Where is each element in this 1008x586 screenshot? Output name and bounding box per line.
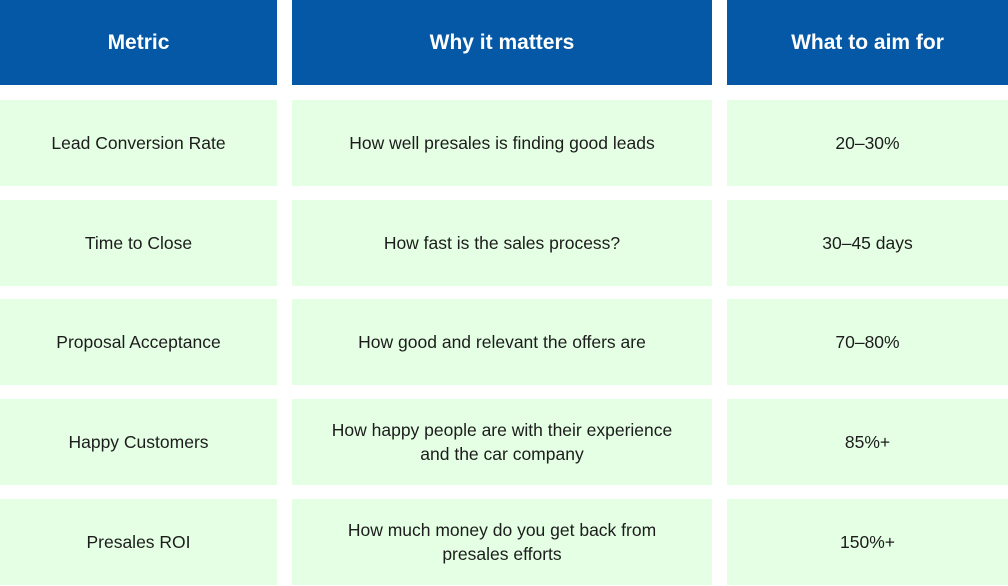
table-row-why: How well presales is finding good leads	[292, 100, 712, 186]
table-row-why: How fast is the sales process?	[292, 200, 712, 286]
table-row-target: 70–80%	[727, 299, 1008, 385]
table-row-why: How happy people are with their experien…	[292, 399, 712, 485]
header-why-it-matters: Why it matters	[292, 0, 712, 85]
table-row-target: 150%+	[727, 499, 1008, 585]
table-row-metric: Presales ROI	[0, 499, 277, 585]
table-row-target: 30–45 days	[727, 200, 1008, 286]
table-row-metric: Happy Customers	[0, 399, 277, 485]
table-row-metric: Time to Close	[0, 200, 277, 286]
table-row-metric: Lead Conversion Rate	[0, 100, 277, 186]
table-row-target: 20–30%	[727, 100, 1008, 186]
table-row-metric: Proposal Acceptance	[0, 299, 277, 385]
table-row-why: How good and relevant the offers are	[292, 299, 712, 385]
header-metric: Metric	[0, 0, 277, 85]
header-what-to-aim-for: What to aim for	[727, 0, 1008, 85]
table-row-target: 85%+	[727, 399, 1008, 485]
table-row-why: How much money do you get back from pres…	[292, 499, 712, 585]
